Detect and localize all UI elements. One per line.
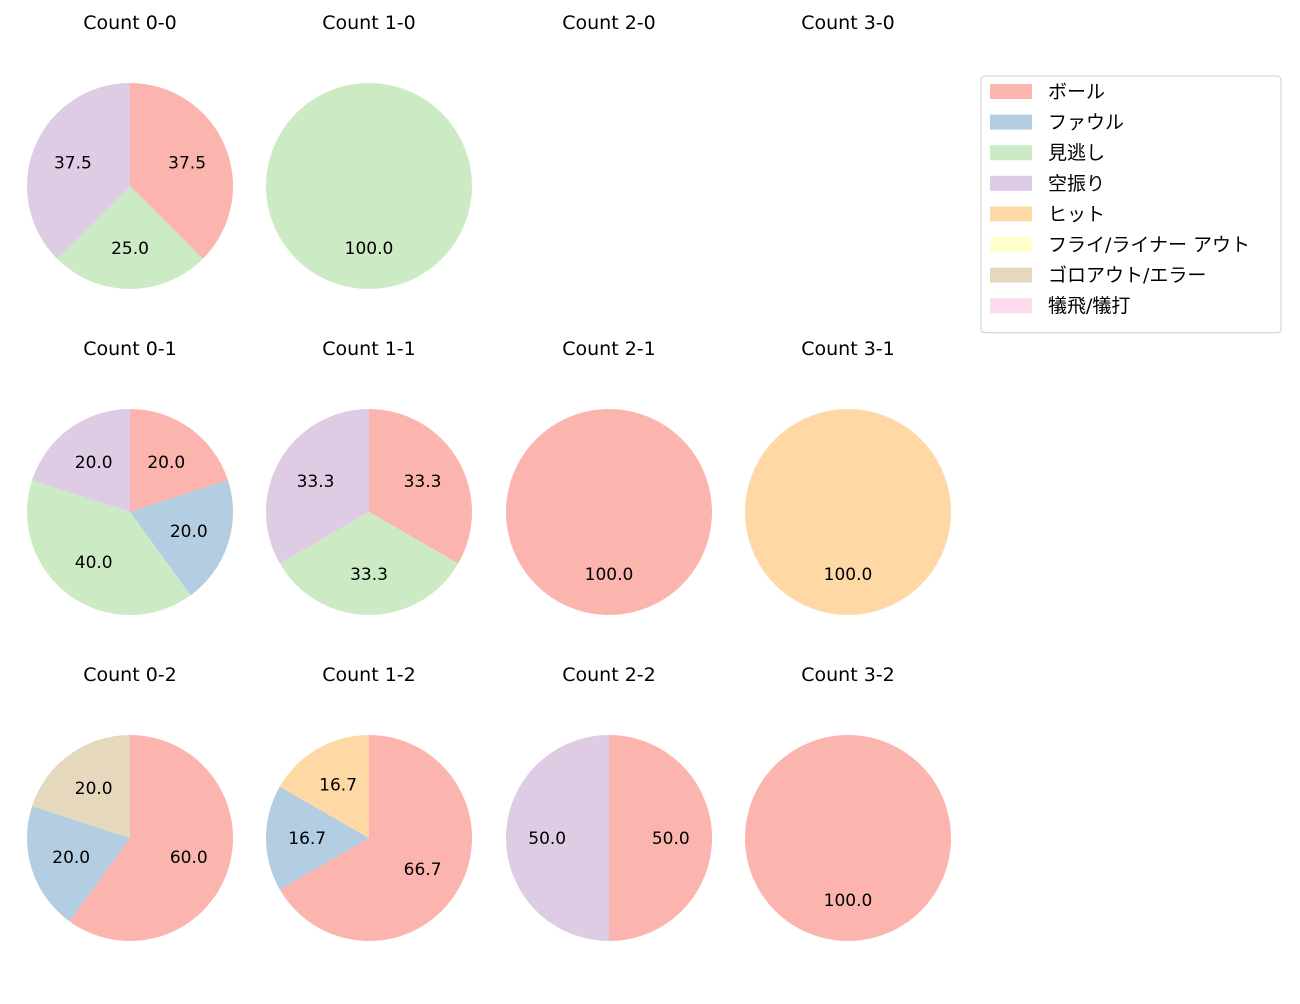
- pie-11: Count 3-2 100.0: [745, 664, 951, 941]
- pie-slice: [279, 512, 459, 615]
- pie-title: Count 3-1: [801, 338, 895, 360]
- pie-title: Count 0-0: [83, 12, 177, 34]
- pie-slice-label: 50.0: [652, 829, 690, 849]
- legend-swatch: [990, 237, 1032, 252]
- pie-title: Count 0-2: [83, 664, 177, 686]
- legend-swatch: [990, 145, 1032, 161]
- pie-slice-label: 16.7: [319, 776, 357, 796]
- pie-slice-label: 25.0: [111, 239, 149, 259]
- pie-9: Count 1-2 66.7 16.7 16.7: [266, 664, 473, 941]
- legend-swatch: [990, 114, 1032, 130]
- pie-7: Count 3-1 100.0: [745, 338, 951, 615]
- pie-slice-label: 16.7: [288, 829, 326, 849]
- pie-slice: [57, 186, 203, 289]
- pie-title: Count 2-2: [562, 664, 656, 686]
- legend-label: 空振り: [1048, 173, 1105, 195]
- pie-slice: [279, 735, 473, 941]
- pie-slice: [32, 409, 130, 512]
- pie-slice: [130, 480, 234, 596]
- pie-slice-label: 20.0: [147, 453, 185, 473]
- pie-slice: [32, 734, 130, 838]
- pie-slice-label: 60.0: [170, 848, 208, 868]
- legend-swatch: [990, 84, 1032, 99]
- pie-slice: [279, 735, 369, 838]
- pie-slice: [266, 409, 369, 564]
- legend-label: ファウル: [1048, 112, 1124, 134]
- pie-slice-label: 37.5: [54, 153, 92, 173]
- pie-title: Count 3-0: [801, 12, 895, 34]
- legend-swatch: [990, 206, 1032, 222]
- pie-title: Count 3-2: [801, 664, 895, 686]
- pie-slice: [369, 409, 472, 564]
- pie-slice-label: 20.0: [170, 522, 208, 542]
- pie-4: Count 0-1 20.0 20.0 40.0 20.0: [26, 338, 234, 616]
- pie-slice-label: 50.0: [528, 829, 566, 849]
- pie-slice: [506, 409, 712, 615]
- pie-slice: [609, 735, 712, 941]
- pie-slice-label: 100.0: [824, 565, 873, 585]
- legend-swatch: [990, 267, 1032, 283]
- pie-title: Count 2-1: [562, 338, 656, 360]
- legend-label: ボール: [1048, 81, 1105, 103]
- pie-slice: [27, 83, 130, 259]
- pie-slice-label: 40.0: [75, 553, 113, 573]
- pie-2: Count 2-0: [562, 12, 656, 34]
- pie-slice-label: 33.3: [297, 472, 335, 492]
- pie-slice: [506, 735, 609, 941]
- pie-slice: [745, 735, 951, 941]
- pie-slice: [266, 83, 472, 289]
- pie-slice-label: 37.5: [168, 153, 206, 173]
- pie-8: Count 0-2 60.0 20.0 20.0: [26, 664, 234, 941]
- pie-slice: [26, 806, 130, 922]
- pie-slice-label: 20.0: [75, 453, 113, 473]
- legend-swatch: [990, 298, 1032, 314]
- legend-box: [980, 75, 1282, 334]
- legend-swatch: [990, 175, 1032, 191]
- pie-slice: [130, 409, 228, 512]
- legend-label: ヒット: [1048, 203, 1105, 225]
- pie-slice: [130, 83, 233, 259]
- pie-title: Count 1-1: [322, 338, 416, 360]
- pie-slice-label: 33.3: [350, 565, 388, 585]
- pie-slice-label: 66.7: [404, 860, 442, 880]
- pie-title: Count 0-1: [83, 338, 177, 360]
- pie-title: Count 1-0: [322, 12, 416, 34]
- pie-6: Count 2-1 100.0: [506, 338, 712, 615]
- pie-slice-label: 100.0: [824, 891, 873, 911]
- legend-label: 見逃し: [1048, 142, 1105, 164]
- pie-3: Count 3-0: [801, 12, 895, 34]
- pie-slice-label: 33.3: [404, 472, 442, 492]
- pie-10: Count 2-2 50.0 50.0: [506, 664, 712, 941]
- pie-slice-label: 100.0: [585, 565, 634, 585]
- legend-label: フライ/ライナー アウト: [1048, 234, 1250, 256]
- pie-slice: [26, 480, 191, 616]
- legend-label: 犠飛/犠打: [1048, 295, 1130, 317]
- pie-slice-label: 100.0: [345, 239, 394, 259]
- pie-slice-label: 20.0: [52, 848, 90, 868]
- pie-slice: [745, 409, 951, 615]
- pie-1: Count 1-0 100.0: [266, 12, 472, 289]
- pie-slice: [266, 786, 369, 890]
- pie-title: Count 2-0: [562, 12, 656, 34]
- legend-label: ゴロアウト/エラー: [1048, 265, 1206, 287]
- pie-0: Count 0-0 37.5 25.0 37.5: [27, 12, 233, 289]
- pie-slice: [69, 735, 234, 941]
- pie-5: Count 1-1 33.3 33.3 33.3: [266, 338, 472, 615]
- pie-slice-label: 20.0: [75, 779, 113, 799]
- pie-title: Count 1-2: [322, 664, 416, 686]
